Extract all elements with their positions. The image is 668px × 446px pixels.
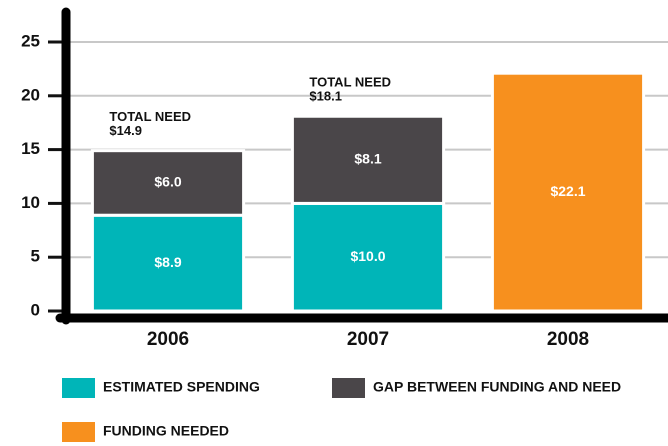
y-tick-label: 10	[21, 193, 40, 212]
y-tick-label: 15	[21, 139, 40, 158]
annotation-value: $18.1	[309, 89, 342, 104]
annotation-title: TOTAL NEED	[109, 109, 191, 124]
bar-segment	[290, 201, 446, 313]
value-label: $6.0	[154, 174, 181, 190]
legend-label: FUNDING NEEDED	[103, 423, 229, 439]
bar-segment	[290, 114, 446, 205]
bar-segment	[90, 213, 246, 313]
value-label: $22.1	[550, 183, 585, 199]
annotation-value: $14.9	[109, 123, 142, 138]
y-tick-label: 20	[21, 85, 40, 104]
y-tick-label: 5	[31, 247, 40, 266]
x-tick-label: 2008	[547, 329, 589, 350]
bar-segment	[490, 71, 646, 313]
value-label: $10.0	[350, 248, 385, 264]
legend-swatch	[332, 378, 365, 398]
legend-swatch	[62, 422, 95, 442]
value-label: $8.1	[354, 151, 381, 167]
legend-swatch	[62, 378, 95, 398]
annotation-title: TOTAL NEED	[309, 75, 391, 90]
bar-segment	[90, 149, 246, 217]
x-tick-label: 2007	[347, 329, 389, 350]
y-tick-label: 0	[31, 300, 40, 319]
legend-label: ESTIMATED SPENDING	[103, 379, 260, 395]
y-tick-label: 25	[21, 31, 40, 50]
x-tick-label: 2006	[147, 329, 189, 350]
legend-label: GAP BETWEEN FUNDING AND NEED	[373, 379, 621, 395]
value-label: $8.9	[154, 254, 181, 270]
